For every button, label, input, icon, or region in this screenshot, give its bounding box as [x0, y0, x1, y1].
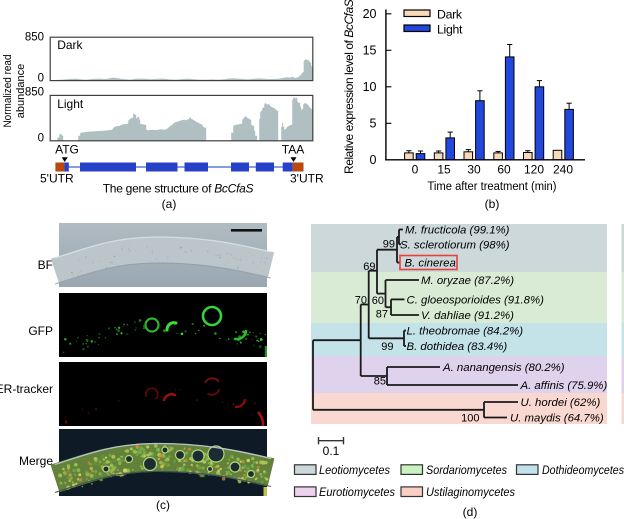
svg-text:M. fructicola (99.1%): M. fructicola (99.1%)	[405, 225, 510, 237]
svg-text:(d): (d)	[463, 505, 478, 519]
svg-text:Eurotiomycetes: Eurotiomycetes	[319, 485, 395, 499]
svg-text:Relative expression level of B: Relative expression level of BcCfaS	[342, 0, 356, 174]
svg-text:(a): (a)	[162, 197, 177, 211]
svg-text:ER-tracker: ER-tracker	[0, 382, 53, 396]
svg-text:30: 30	[467, 162, 481, 176]
svg-text:0.1: 0.1	[323, 444, 340, 458]
svg-text:10: 10	[363, 80, 377, 94]
svg-text:BF: BF	[38, 258, 53, 272]
svg-text:(b): (b)	[485, 197, 500, 211]
svg-text:S. sclerotiorum (98%): S. sclerotiorum (98%)	[400, 239, 510, 251]
svg-text:0: 0	[38, 133, 44, 145]
svg-text:A. nanangensis (80.2%): A. nanangensis (80.2%)	[442, 362, 565, 374]
svg-text:The gene structure of BcCfaS: The gene structure of BcCfaS	[103, 182, 254, 196]
svg-text:0: 0	[370, 153, 377, 167]
svg-text:C. gloeosporioides (91.8%): C. gloeosporioides (91.8%)	[407, 295, 545, 307]
svg-text:Leotiomycetes: Leotiomycetes	[319, 463, 390, 477]
svg-text:850: 850	[25, 32, 44, 44]
svg-text:60: 60	[497, 162, 511, 176]
svg-text:Time after treatment (min): Time after treatment (min)	[428, 179, 557, 193]
svg-text:ATG: ATG	[55, 143, 79, 157]
svg-text:3'UTR: 3'UTR	[290, 172, 324, 186]
svg-text:85: 85	[374, 376, 386, 388]
svg-text:Sordariomycetes: Sordariomycetes	[426, 463, 507, 477]
svg-text:60: 60	[372, 295, 384, 307]
svg-text:U. maydis (64.7%): U. maydis (64.7%)	[510, 413, 604, 425]
svg-text:A. affinis (75.9%): A. affinis (75.9%)	[520, 380, 608, 392]
svg-text:Normalized read: Normalized read	[2, 55, 14, 128]
svg-text:240: 240	[553, 162, 573, 176]
svg-text:(c): (c)	[156, 498, 170, 512]
svg-text:15: 15	[363, 44, 377, 58]
svg-text:70: 70	[355, 295, 367, 307]
svg-text:0: 0	[38, 73, 44, 85]
svg-text:20: 20	[363, 7, 377, 21]
svg-text:99: 99	[381, 341, 393, 353]
svg-text:850: 850	[25, 87, 44, 99]
svg-text:Dothideomycetes: Dothideomycetes	[542, 463, 624, 477]
svg-text:69: 69	[363, 261, 375, 273]
svg-text:B. cinerea: B. cinerea	[405, 258, 456, 270]
svg-text:V. dahliae (91.2%): V. dahliae (91.2%)	[421, 310, 514, 322]
svg-text:120: 120	[524, 162, 544, 176]
svg-text:87: 87	[376, 309, 388, 321]
svg-text:L. theobromae (84.2%): L. theobromae (84.2%)	[407, 326, 524, 338]
svg-text:abundance: abundance	[15, 64, 27, 118]
svg-text:B. dothidea (83.4%): B. dothidea (83.4%)	[407, 341, 508, 353]
svg-text:0: 0	[412, 162, 419, 176]
svg-text:GFP: GFP	[28, 324, 53, 338]
svg-text:Merge: Merge	[19, 454, 53, 468]
svg-text:Ustilaginomycetes: Ustilaginomycetes	[426, 485, 515, 499]
svg-text:5: 5	[370, 117, 377, 131]
svg-text:M. oryzae (87.2%): M. oryzae (87.2%)	[421, 275, 514, 287]
svg-text:Light: Light	[57, 97, 84, 111]
svg-text:15: 15	[437, 162, 451, 176]
svg-text:100: 100	[461, 413, 479, 425]
svg-text:99: 99	[383, 239, 395, 251]
svg-text:U. hordei (62%): U. hordei (62%)	[521, 397, 601, 409]
svg-text:Dark: Dark	[437, 8, 463, 22]
svg-text:TAA: TAA	[282, 143, 304, 157]
svg-text:Light: Light	[437, 23, 463, 37]
svg-text:5'UTR: 5'UTR	[40, 172, 74, 186]
svg-text:Dark: Dark	[57, 38, 83, 52]
